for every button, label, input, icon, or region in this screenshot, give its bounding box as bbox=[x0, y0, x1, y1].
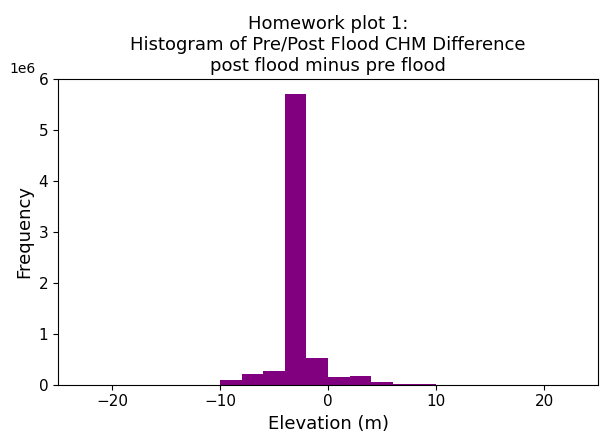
Bar bbox=[371, 382, 393, 385]
Bar bbox=[242, 374, 263, 385]
X-axis label: Elevation (m): Elevation (m) bbox=[267, 415, 389, 433]
Bar bbox=[349, 376, 371, 385]
Title: Homework plot 1:
Histogram of Pre/Post Flood CHM Difference
post flood minus pre: Homework plot 1: Histogram of Pre/Post F… bbox=[131, 15, 526, 75]
Bar bbox=[328, 377, 349, 385]
Bar bbox=[306, 358, 328, 385]
Y-axis label: Frequency: Frequency bbox=[15, 185, 33, 278]
Bar bbox=[285, 94, 306, 385]
Bar bbox=[263, 371, 285, 385]
Text: 1e6: 1e6 bbox=[9, 62, 36, 76]
Bar bbox=[220, 380, 242, 385]
Bar bbox=[393, 384, 414, 385]
